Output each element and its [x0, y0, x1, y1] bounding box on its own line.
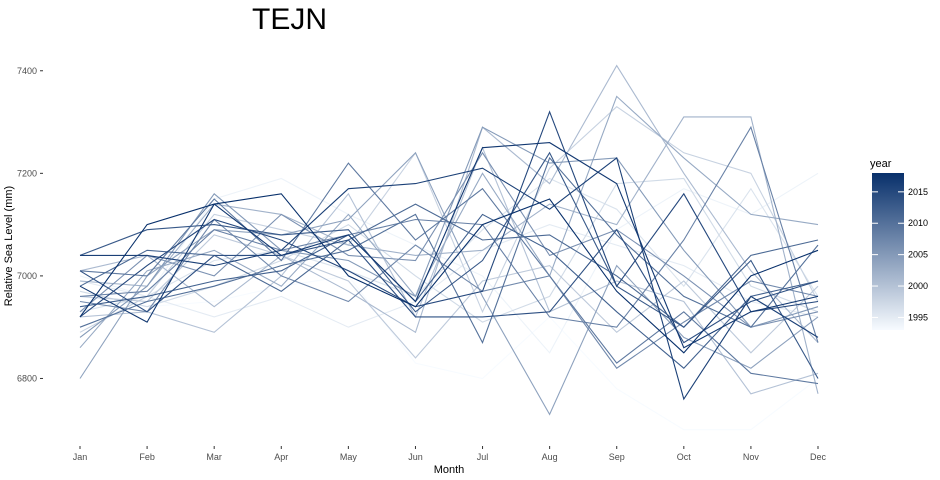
x-tick-label: Jun	[408, 452, 423, 462]
legend-tick-label: 1995	[908, 312, 928, 322]
series-line-2009	[79, 162, 819, 385]
chart-title: TEJN	[252, 3, 327, 36]
series-line-2001	[79, 64, 819, 343]
series-line-2013	[79, 151, 819, 379]
x-tick-label: Feb	[139, 452, 155, 462]
series-line-2004	[79, 151, 819, 416]
x-tick-label: Apr	[274, 452, 288, 462]
y-tick-label: 7400	[17, 66, 37, 76]
legend-tick-label: 2000	[908, 281, 928, 291]
series-line-2000	[79, 146, 819, 395]
series-line-2002	[79, 116, 819, 394]
x-tick-label: Oct	[677, 452, 692, 462]
x-tick-label: Jan	[73, 452, 88, 462]
legend-tick-label: 2015	[908, 187, 928, 197]
series-line-1999	[79, 234, 819, 359]
y-tick-label: 7000	[17, 271, 37, 281]
series-line-2003	[79, 95, 819, 349]
y-tick-label: 7200	[17, 168, 37, 178]
y-axis-title: Relative Sea Level (mm)	[3, 186, 15, 306]
x-tick-label: Jul	[477, 452, 489, 462]
x-tick-label: Aug	[542, 452, 558, 462]
legend-tick-label: 2010	[908, 218, 928, 228]
series-line-2012	[79, 213, 819, 369]
series-line-2018	[79, 193, 819, 354]
series-line-2010	[79, 156, 819, 344]
legend-title: year	[870, 158, 892, 170]
series-line-2006	[79, 151, 819, 328]
series-line-2017	[79, 142, 819, 349]
x-axis: Jan Feb Mar Apr May Jun Jul Aug Sep Oct Nov Dec	[73, 446, 827, 462]
legend-colorbar	[872, 173, 904, 330]
legend-ticks: 1995 2000 2005 2010 2015	[872, 187, 928, 322]
y-tick-label: 6800	[17, 373, 37, 383]
year-legend: year 1995 2000 2005 2010 2015	[870, 158, 928, 330]
series-line-2011	[79, 203, 819, 328]
x-tick-label: Mar	[206, 452, 222, 462]
x-tick-label: Dec	[810, 452, 827, 462]
series-line-1996	[79, 177, 819, 313]
series-line-1995	[79, 224, 819, 328]
series-line-2015	[79, 110, 819, 318]
x-tick-label: Sep	[609, 452, 625, 462]
series-line-2005	[79, 126, 819, 338]
x-tick-label: May	[340, 452, 358, 462]
series-line-2016	[80, 156, 819, 401]
series-line-2014	[79, 228, 819, 344]
series-line-1993	[79, 275, 819, 431]
x-tick-label: Nov	[743, 452, 760, 462]
plot-lines	[79, 64, 819, 431]
x-axis-title: Month	[434, 464, 465, 476]
y-axis: 6800 7000 7200 7400	[17, 66, 43, 383]
legend-tick-label: 2005	[908, 250, 928, 260]
series-line-1994	[79, 172, 819, 354]
